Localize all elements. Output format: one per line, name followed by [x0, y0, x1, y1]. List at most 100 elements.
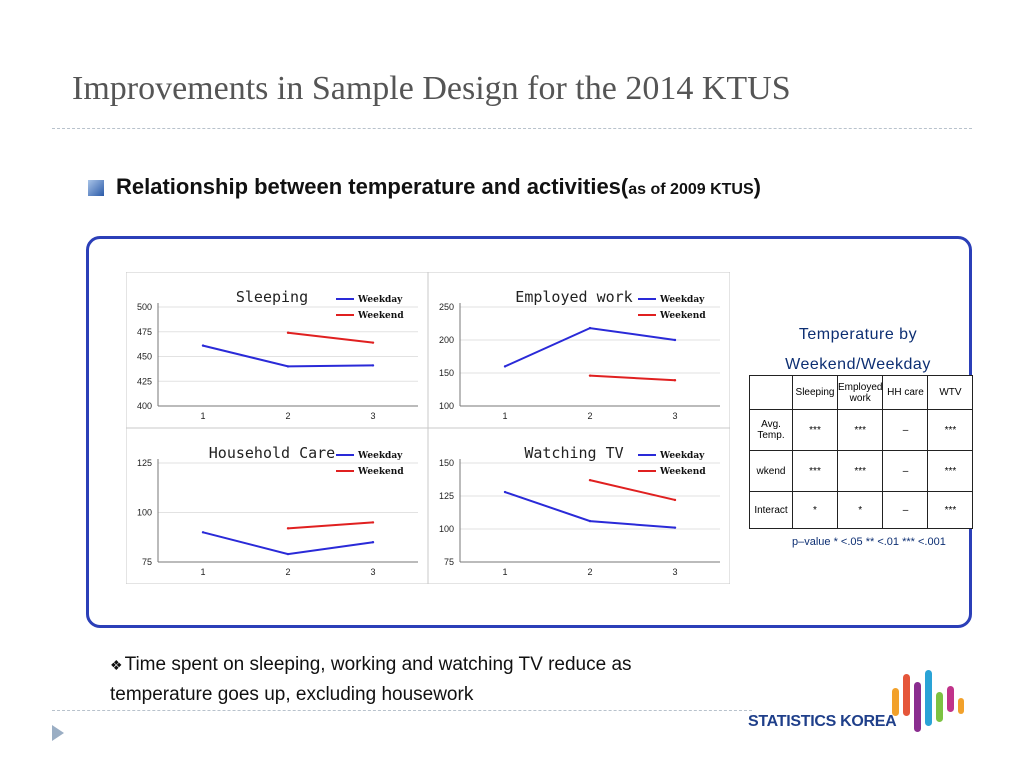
legend-label: Weekend	[659, 311, 706, 321]
logo-text: STATISTICS KOREA	[748, 713, 897, 730]
note-line-1: Time spent on sleeping, working and watc…	[124, 654, 632, 675]
table-row: wkend *** *** – ***	[749, 450, 974, 492]
legend-label: Weekend	[357, 467, 404, 477]
pvalue-note: p–value * <.05 ** <.01 *** <.001	[792, 536, 946, 548]
x-tick-label: 3	[672, 567, 677, 577]
data-point	[371, 521, 375, 524]
data-point	[503, 490, 507, 494]
footer-divider	[52, 710, 752, 711]
table-title-line1: Temperature by	[798, 326, 918, 343]
x-tick-label: 2	[587, 411, 592, 421]
chart-1: Sleeping 400 425 450 475 500 1 2 3 Weekday Weekend	[137, 288, 418, 421]
x-tick-label: 1	[502, 411, 507, 421]
table-cell: –	[882, 491, 929, 529]
statistics-korea-logo	[892, 670, 964, 732]
data-point	[588, 326, 592, 330]
section-subtitle: Relationship between temperature and act…	[116, 174, 761, 200]
series-line-weekend	[287, 521, 374, 530]
chart-3: Household Care 75 100 125 1 2 3 Weekday Weekend	[137, 444, 418, 577]
y-tick-label: 100	[137, 508, 152, 518]
y-tick-label: 400	[137, 401, 152, 411]
data-point	[673, 498, 677, 502]
data-point	[673, 338, 677, 342]
data-point	[371, 364, 375, 367]
series-line-weekend	[287, 331, 374, 344]
data-point	[286, 331, 290, 334]
x-tick-label: 1	[200, 567, 205, 577]
data-point	[371, 541, 375, 544]
x-tick-label: 3	[370, 567, 375, 577]
y-tick-label: 425	[137, 376, 152, 386]
data-point	[201, 531, 205, 534]
table-cell: ***	[927, 450, 974, 492]
legend-label: Weekday	[659, 295, 705, 305]
legend-label: Weekday	[357, 451, 403, 461]
y-tick-label: 100	[439, 524, 454, 534]
x-tick-label: 2	[285, 411, 290, 421]
series-line-weekend	[589, 479, 676, 501]
table-header-cell: Sleeping	[792, 375, 838, 410]
x-tick-label: 2	[587, 567, 592, 577]
legend-label: Weekday	[659, 451, 705, 461]
table-cell: ***	[927, 491, 974, 529]
table-header-cell: HH care	[882, 375, 929, 410]
table-header-cell: WTV	[927, 375, 974, 410]
chart-4: Watching TV 75 100 125 150 1 2 3 Weekday Weekend	[439, 444, 720, 577]
y-tick-label: 150	[439, 458, 454, 468]
y-tick-label: 200	[439, 335, 454, 345]
data-point	[286, 365, 290, 368]
charts-panel: Sleeping 400 425 450 475 500 1 2 3 Weekday Weekend…	[126, 272, 730, 584]
data-point	[201, 344, 205, 347]
x-tick-label: 3	[370, 411, 375, 421]
y-tick-label: 475	[137, 327, 152, 337]
table-header-cell	[749, 375, 793, 410]
data-point	[503, 365, 507, 368]
data-point	[673, 379, 677, 382]
square-bullet-icon	[88, 180, 104, 196]
table-cell: *	[836, 491, 884, 529]
nav-arrow-icon[interactable]	[52, 725, 64, 741]
subtitle-small: as of 2009 KTUS	[628, 181, 754, 198]
chart-title: Sleeping	[236, 288, 308, 306]
table-cell: Interact	[749, 491, 793, 529]
table-header-row: Sleeping Employed work HH care WTV	[749, 375, 974, 410]
data-point	[371, 341, 375, 344]
series-line-weekend	[589, 374, 676, 382]
subtitle-main: Relationship between temperature and act…	[116, 174, 629, 199]
y-tick-label: 250	[439, 302, 454, 312]
legend-label: Weekend	[659, 467, 706, 477]
legend-label: Weekday	[357, 295, 403, 305]
data-point	[286, 527, 290, 530]
note-line-2: temperature goes up, excluding housework	[110, 684, 474, 705]
summary-note: ❖ Time spent on sleeping, working and wat…	[110, 650, 810, 710]
table-cell: –	[882, 409, 929, 451]
x-tick-label: 1	[502, 567, 507, 577]
table-row: Avg. Temp. *** *** – ***	[749, 409, 974, 451]
table-row: Interact * * – ***	[749, 491, 974, 529]
y-tick-label: 150	[439, 368, 454, 378]
table-cell: ***	[836, 409, 884, 451]
table-cell: –	[882, 450, 929, 492]
title-divider	[52, 128, 972, 129]
y-tick-label: 75	[142, 557, 152, 567]
x-tick-label: 2	[285, 567, 290, 577]
table-cell: wkend	[749, 450, 793, 492]
chart-title: Employed work	[515, 288, 632, 306]
x-tick-label: 3	[672, 411, 677, 421]
data-point	[673, 526, 677, 529]
table-cell: ***	[792, 450, 838, 492]
y-tick-label: 125	[439, 491, 454, 501]
data-point	[286, 552, 290, 556]
table-cell: *	[792, 491, 838, 529]
data-point	[588, 374, 592, 377]
diamond-bullet-icon: ❖	[110, 657, 123, 673]
slide-title: Improvements in Sample Design for the 20…	[72, 70, 791, 107]
table-cell: Avg. Temp.	[749, 409, 793, 451]
y-tick-label: 75	[444, 557, 454, 567]
legend-label: Weekend	[357, 311, 404, 321]
data-point	[588, 478, 592, 482]
table-cell: ***	[836, 450, 884, 492]
x-tick-label: 1	[200, 411, 205, 421]
y-tick-label: 100	[439, 401, 454, 411]
y-tick-label: 125	[137, 458, 152, 468]
